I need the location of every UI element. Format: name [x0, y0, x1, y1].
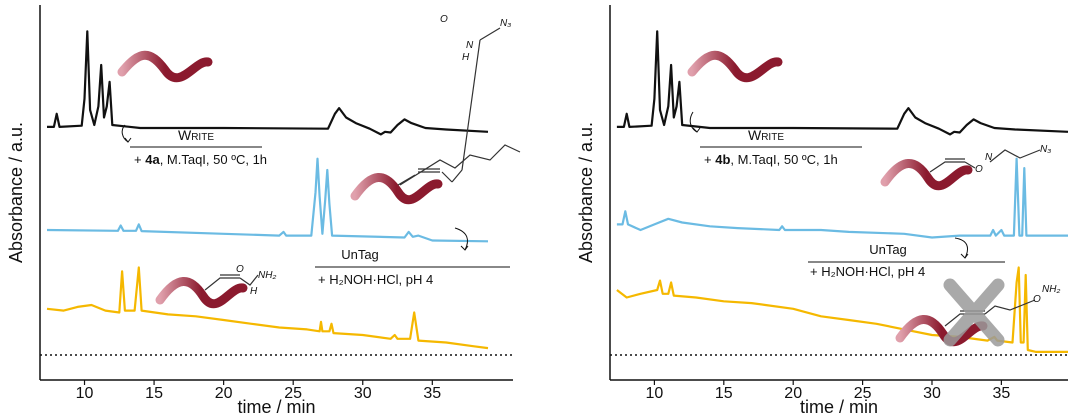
x-tick-label: 15	[715, 385, 733, 402]
structure-label: NH₂	[258, 270, 276, 281]
reagent-label: + 4a, M.TaqI, 50 ºC, 1h	[134, 152, 267, 167]
x-tick-label: 30	[354, 385, 372, 402]
reagent-prefix: +	[134, 152, 145, 167]
x-axis-label: time / min	[237, 397, 315, 416]
trace	[616, 266, 1068, 353]
x-tick-label: 25	[284, 385, 302, 402]
reagent-rest: , M.TaqI, 50 ºC, 1h	[160, 152, 267, 167]
structure-label: N	[985, 152, 993, 163]
step-label: UnTag	[869, 242, 907, 257]
structure-label: O	[975, 164, 983, 175]
decorations-right	[610, 50, 1069, 356]
reagent-prefix: +	[704, 152, 715, 167]
reagent-label: + 4b, M.TaqI, 50 ºC, 1h	[704, 152, 838, 167]
trace	[46, 157, 489, 243]
structure-label: H	[250, 286, 258, 297]
trace	[46, 266, 489, 350]
reagent-label: + H₂NOH·HCl, pH 4	[810, 264, 925, 279]
x-tick-label: 10	[76, 385, 94, 402]
x-tick-label: 30	[923, 385, 941, 402]
step-label: UnTag	[341, 247, 379, 262]
structure-label: H	[462, 52, 470, 63]
structure-label: N	[466, 40, 474, 51]
structure-label: O	[440, 14, 448, 25]
x-tick-label: 20	[784, 385, 802, 402]
x-tick-label: 25	[854, 385, 872, 402]
reagent-label: + H₂NOH·HCl, pH 4	[318, 272, 433, 287]
x-tick-label: 15	[145, 385, 163, 402]
decorations-left	[40, 27, 521, 356]
x-tick-label: 10	[646, 385, 664, 402]
x-tick-label: 20	[215, 385, 233, 402]
reagent-rest: , M.TaqI, 50 ºC, 1h	[730, 152, 837, 167]
x-tick-label: 35	[992, 385, 1010, 402]
structure-label: O	[236, 264, 244, 275]
reagent-compound: 4a	[145, 152, 160, 167]
step-label: Write	[178, 127, 214, 143]
step-label: Write	[748, 127, 784, 143]
y-axis-label: Absorbance / a.u.	[6, 122, 26, 263]
trace	[616, 30, 1069, 136]
reagent-compound: 4b	[715, 152, 730, 167]
x-axis-label: time / min	[800, 397, 878, 416]
structure-label: NH₂	[1042, 284, 1060, 295]
y-axis-label: Absorbance / a.u.	[576, 122, 596, 263]
trace	[616, 157, 1068, 239]
x-tick-label: 35	[423, 385, 441, 402]
structure-label: N₃	[500, 18, 511, 29]
trace	[47, 30, 489, 136]
structure-label: O	[1033, 294, 1041, 305]
structure-label: N₃	[1040, 144, 1051, 155]
